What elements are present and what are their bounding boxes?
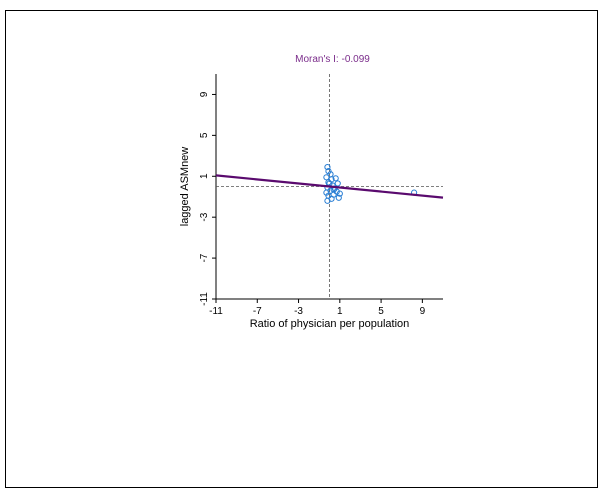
data-point — [336, 190, 343, 197]
x-tick-label: 1 — [337, 306, 343, 317]
data-points — [323, 163, 418, 204]
data-point — [330, 191, 337, 198]
chart-title: Moran's I: -0.099 — [295, 54, 370, 65]
data-point — [324, 163, 331, 171]
data-point — [325, 168, 332, 175]
data-point — [335, 194, 342, 201]
data-point — [334, 180, 341, 187]
data-point — [324, 197, 331, 204]
regression-line-group — [215, 174, 444, 199]
y-axis-title: lagged ASMnew — [179, 147, 191, 227]
x-axis-title: Ratio of physician per population — [250, 318, 410, 330]
y-tick-label: 5 — [199, 132, 210, 138]
x-tick-label: -3 — [294, 306, 303, 317]
y-tick-label: 9 — [199, 91, 210, 97]
data-point — [323, 174, 330, 181]
scatter-plot: Moran's I: -0.099 -11 -7 -3 1 5 9 -11 -7 -3 1 5 9 R… — [179, 54, 444, 330]
regression-line — [215, 174, 444, 199]
x-tick-label: -7 — [253, 306, 262, 317]
y-tick-label: -11 — [199, 292, 210, 306]
plot-frame: Moran's I: -0.099 -11 -7 -3 1 5 9 -11 -7 -3 1 5 9 R… — [5, 10, 598, 488]
y-tick-label: -7 — [199, 253, 210, 262]
y-tick-label: -3 — [199, 212, 210, 221]
x-tick-label: 9 — [420, 306, 426, 317]
x-tick-label: -11 — [209, 306, 223, 317]
x-tick-label: 5 — [378, 306, 384, 317]
axes: -11 -7 -3 1 5 9 -11 -7 -3 1 5 9 — [199, 74, 443, 317]
data-point — [333, 188, 340, 195]
y-tick-label: 1 — [199, 173, 210, 179]
data-point — [323, 189, 330, 196]
data-point — [332, 175, 339, 182]
